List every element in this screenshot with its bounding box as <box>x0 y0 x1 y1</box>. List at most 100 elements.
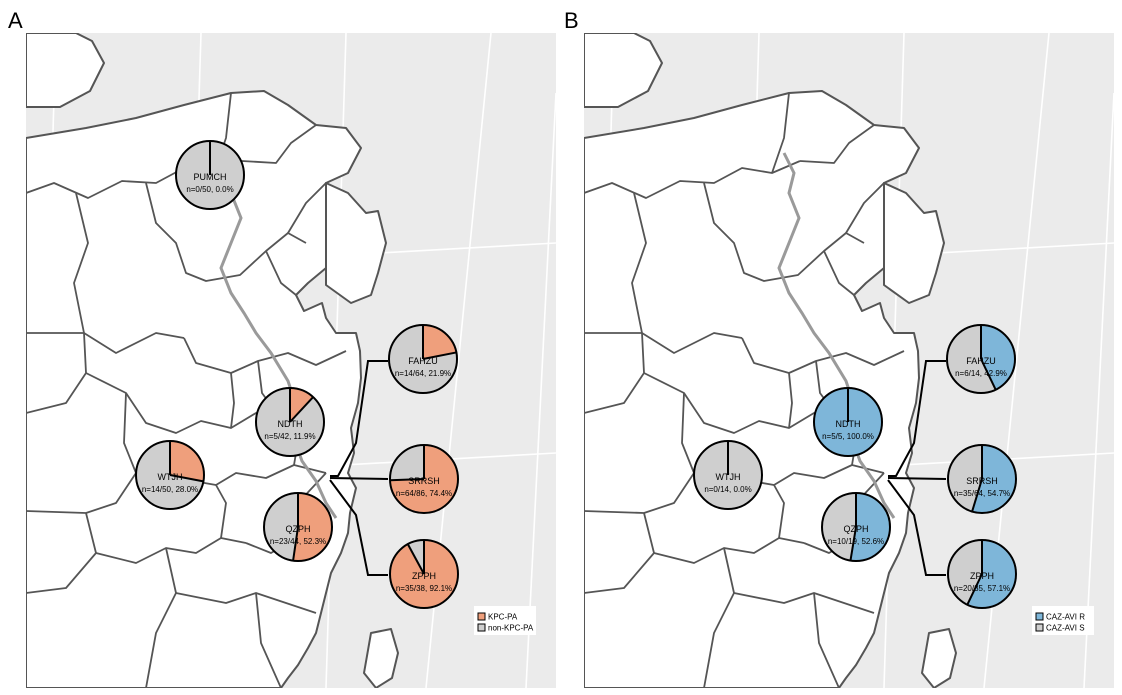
b-graticule-line-4 <box>1083 92 1114 688</box>
a-graticule-line-4 <box>525 92 556 688</box>
a-pie-site-label: NDTH <box>278 419 303 429</box>
a-pie-qzph: QZPH n=23/44, 52.3% <box>263 492 333 562</box>
a-legend-swatch-1 <box>477 623 486 632</box>
a-pie-outline <box>389 444 459 514</box>
b-pie-zpph: ZPPH n=20/35, 57.1% <box>947 539 1017 609</box>
a-pie-count-label: n=35/38, 92.1% <box>396 584 452 593</box>
a-province-border-14 <box>145 547 177 688</box>
b-legend-swatch-0 <box>1035 612 1044 621</box>
b-province-border-4 <box>584 332 645 414</box>
b-river <box>777 152 896 519</box>
a-landmass-2 <box>325 182 387 304</box>
b-province-border-2 <box>703 182 865 282</box>
b-leader-lines <box>887 360 947 576</box>
b-province-border-7 <box>584 392 695 514</box>
b-pie-radius-end <box>849 526 857 561</box>
a-pie-zpph: ZPPH n=35/38, 92.1% <box>389 539 459 609</box>
a-pie-outline <box>389 539 459 609</box>
a-pie-count-label: n=14/64, 21.9% <box>395 369 451 378</box>
a-province-border-6 <box>230 372 235 429</box>
b-pie-radius-end <box>966 573 983 606</box>
b-pie-wtjh: WTJH n=0/14, 0.0% <box>693 440 763 510</box>
a-province-border-7 <box>26 392 137 514</box>
map-panel-b: FAHZU n=6/14, 42.9% NDTH n=5/5, 100.0% WTJH n… <box>584 33 1114 688</box>
b-landmass-2 <box>883 182 945 304</box>
map-panel-a: PUMCH n=0/50, 0.0% FAHZU n=14/64, 21.9% NDTH… <box>26 33 556 688</box>
a-pie-count-label: n=0/50, 0.0% <box>186 185 233 194</box>
a-province-border-10 <box>26 512 97 594</box>
map-a-svg: PUMCH n=0/50, 0.0% FAHZU n=14/64, 21.9% NDTH… <box>26 33 556 688</box>
a-province-border-5 <box>85 372 285 434</box>
a-pie-site-label: QZPH <box>285 524 310 534</box>
a-pie-count-label: n=5/42, 11.9% <box>264 432 315 441</box>
b-pie-slice-zpph <box>967 540 1017 608</box>
a-pie-fahzu: FAHZU n=14/64, 21.9% <box>388 324 458 394</box>
a-province-border-20 <box>241 124 317 164</box>
b-pie-ndth: NDTH n=5/5, 100.0% <box>813 387 883 457</box>
b-landmass-1 <box>584 90 920 688</box>
a-province-border-11 <box>95 537 247 564</box>
b-pie-outline <box>946 324 1016 394</box>
b-pie-count-label: n=6/14, 42.9% <box>955 369 1007 378</box>
a-pie-count-label: n=64/86, 74.4% <box>396 489 452 498</box>
a-pie-outline <box>135 440 205 510</box>
a-pie-outline <box>388 324 458 394</box>
b-pie-outline <box>947 539 1017 609</box>
a-pie-srrsh: SRRSH n=64/86, 74.4% <box>389 444 459 514</box>
a-pie-radius-end <box>289 396 314 423</box>
a-pie-radius-end <box>292 526 299 561</box>
b-pie-site-label: WTJH <box>716 472 741 482</box>
b-pie-slice-fahzu <box>981 325 1015 390</box>
b-pie-site-label: FAHZU <box>966 356 996 366</box>
a-pie-slice-ndth <box>290 388 314 422</box>
b-pie-qzph: QZPH n=10/19, 52.6% <box>821 492 891 562</box>
b-province-border-0 <box>584 160 801 199</box>
b-legend-label-1: CAZ-AVI S <box>1046 624 1085 633</box>
b-province-border-11 <box>653 537 805 564</box>
a-pie-ndth: NDTH n=5/42, 11.9% <box>255 387 325 457</box>
panel-b-letter: B <box>564 8 579 33</box>
a-pie-radius-end <box>406 543 425 575</box>
b-province-border-16 <box>813 592 840 688</box>
a-legend-swatch-0 <box>477 612 486 621</box>
b-province-border-5 <box>643 372 843 434</box>
b-pie-radius-end <box>971 478 983 512</box>
a-pie-slice-qzph <box>293 493 332 561</box>
b-pie-outline <box>693 440 763 510</box>
a-pie-slice-fahzu <box>423 325 457 359</box>
a-pie-count-label: n=23/44, 52.3% <box>270 537 326 546</box>
a-landmass-3 <box>363 628 399 688</box>
a-pie-site-label: ZPPH <box>412 571 436 581</box>
a-province-border-12 <box>215 484 227 539</box>
a-province-border-16 <box>255 592 282 688</box>
a-pie-radius-end <box>169 474 204 483</box>
panel-a-letter: A <box>8 8 23 33</box>
a-province-border-4 <box>26 332 87 414</box>
b-province-border-14 <box>703 547 735 688</box>
a-pie-wtjh: WTJH n=14/50, 28.0% <box>135 440 205 510</box>
a-pie-outline <box>263 492 333 562</box>
b-pie-radius-end <box>980 358 997 391</box>
b-pie-fahzu: FAHZU n=6/14, 42.9% <box>946 324 1016 394</box>
b-pie-site-label: NDTH <box>836 419 861 429</box>
a-pie-slice-wtjh <box>170 441 205 482</box>
a-river <box>219 152 338 519</box>
a-province-border-18 <box>265 250 297 296</box>
b-pie-count-label: n=5/5, 100.0% <box>822 432 874 441</box>
b-province-border-19 <box>771 92 790 174</box>
b-landmass-0 <box>584 33 663 108</box>
b-pie-slice-srrsh <box>972 445 1016 513</box>
b-province-border-21 <box>845 182 885 234</box>
a-pie-outline <box>255 387 325 457</box>
a-pie-radius-end <box>422 351 457 360</box>
b-province-border-10 <box>584 512 655 594</box>
a-pie-site-label: SRRSH <box>408 476 440 486</box>
b-landmass-3 <box>921 628 957 688</box>
b-pie-count-label: n=10/19, 52.6% <box>828 537 884 546</box>
a-province-border-2 <box>145 182 307 282</box>
a-pie-pumch: PUMCH n=0/50, 0.0% <box>175 140 245 210</box>
b-pie-site-label: ZPPH <box>970 571 994 581</box>
a-legend-label-1: non-KPC-PA <box>488 624 534 633</box>
b-pie-count-label: n=35/64, 54.7% <box>954 489 1010 498</box>
b-pie-slice-qzph <box>850 493 890 561</box>
